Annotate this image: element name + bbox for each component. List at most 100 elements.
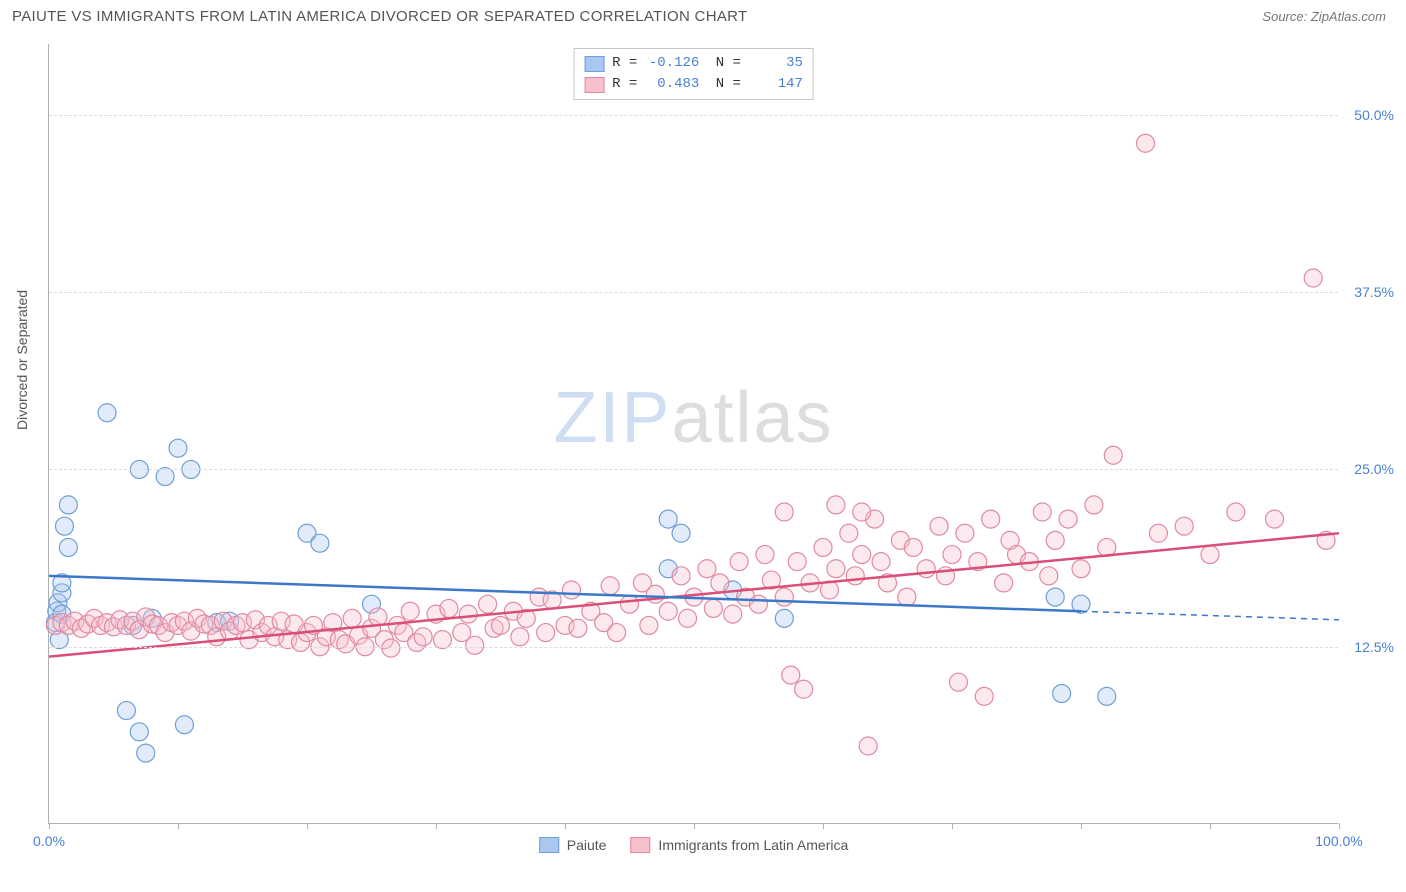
data-point <box>466 636 484 654</box>
data-point <box>943 546 961 564</box>
data-point <box>724 605 742 623</box>
data-point <box>343 609 361 627</box>
y-tick-label: 37.5% <box>1354 284 1394 300</box>
data-point <box>621 595 639 613</box>
data-point <box>949 673 967 691</box>
data-point <box>679 609 697 627</box>
source-label: Source: <box>1262 9 1307 24</box>
data-point <box>98 404 116 422</box>
data-point <box>853 546 871 564</box>
data-point <box>382 639 400 657</box>
data-point <box>904 538 922 556</box>
data-point <box>872 553 890 571</box>
gridline <box>49 647 1338 648</box>
data-point <box>711 574 729 592</box>
data-point <box>846 567 864 585</box>
data-point <box>311 534 329 552</box>
data-point <box>1040 567 1058 585</box>
data-point <box>479 595 497 613</box>
x-tick-label: 0.0% <box>33 833 65 849</box>
data-point <box>1072 560 1090 578</box>
data-point <box>672 567 690 585</box>
x-tick <box>1081 823 1082 829</box>
data-point <box>1227 503 1245 521</box>
data-point <box>401 602 419 620</box>
data-point <box>814 538 832 556</box>
data-point <box>1046 531 1064 549</box>
data-point <box>1104 446 1122 464</box>
data-point <box>59 538 77 556</box>
data-point <box>1304 269 1322 287</box>
data-point <box>730 553 748 571</box>
x-tick <box>178 823 179 829</box>
data-point <box>840 524 858 542</box>
legend-item-immigrants: Immigrants from Latin America <box>630 837 848 853</box>
data-point <box>659 510 677 528</box>
y-tick-label: 25.0% <box>1354 461 1394 477</box>
legend-label-paiute: Paiute <box>567 837 607 853</box>
data-point <box>750 595 768 613</box>
legend-item-paiute: Paiute <box>539 837 607 853</box>
data-point <box>827 496 845 514</box>
data-point <box>659 602 677 620</box>
data-point <box>562 581 580 599</box>
data-point <box>853 503 871 521</box>
data-point <box>117 702 135 720</box>
data-point <box>55 517 73 535</box>
data-point <box>930 517 948 535</box>
data-point <box>1137 134 1155 152</box>
data-point <box>975 687 993 705</box>
scatter-svg <box>49 44 1338 823</box>
data-point <box>698 560 716 578</box>
data-point <box>795 680 813 698</box>
source-credit: Source: ZipAtlas.com <box>1262 9 1386 24</box>
data-point <box>756 546 774 564</box>
data-point <box>646 585 664 603</box>
data-point <box>775 588 793 606</box>
data-point <box>511 628 529 646</box>
data-point <box>1059 510 1077 528</box>
legend-swatch-immigrants <box>630 837 650 853</box>
chart-plot-area: ZIPatlas R = -0.126 N = 35 R = 0.483 N =… <box>48 44 1338 824</box>
data-point <box>369 608 387 626</box>
data-point <box>775 609 793 627</box>
data-point <box>704 599 722 617</box>
data-point <box>1149 524 1167 542</box>
data-point <box>537 624 555 642</box>
data-point <box>672 524 690 542</box>
data-point <box>414 628 432 646</box>
x-tick <box>49 823 50 829</box>
data-point <box>788 553 806 571</box>
data-point <box>1046 588 1064 606</box>
data-point <box>130 723 148 741</box>
data-point <box>1201 546 1219 564</box>
data-point <box>601 577 619 595</box>
data-point <box>137 744 155 762</box>
x-tick <box>952 823 953 829</box>
y-tick-label: 12.5% <box>1354 639 1394 655</box>
gridline <box>49 292 1338 293</box>
data-point <box>169 439 187 457</box>
x-tick <box>1210 823 1211 829</box>
data-point <box>1053 685 1071 703</box>
trend-line-extrapolated <box>1081 611 1339 620</box>
data-point <box>640 616 658 634</box>
data-point <box>1175 517 1193 535</box>
data-point <box>1266 510 1284 528</box>
trend-line <box>49 533 1339 656</box>
y-tick-label: 50.0% <box>1354 107 1394 123</box>
data-point <box>59 496 77 514</box>
data-point <box>492 616 510 634</box>
gridline <box>49 115 1338 116</box>
x-tick <box>565 823 566 829</box>
data-point <box>995 574 1013 592</box>
data-point <box>827 560 845 578</box>
x-tick <box>307 823 308 829</box>
data-point <box>982 510 1000 528</box>
data-point <box>459 605 477 623</box>
data-point <box>608 624 626 642</box>
gridline <box>49 469 1338 470</box>
trend-line <box>49 576 1081 611</box>
series-legend: Paiute Immigrants from Latin America <box>539 837 849 853</box>
y-axis-label: Divorced or Separated <box>14 290 30 430</box>
